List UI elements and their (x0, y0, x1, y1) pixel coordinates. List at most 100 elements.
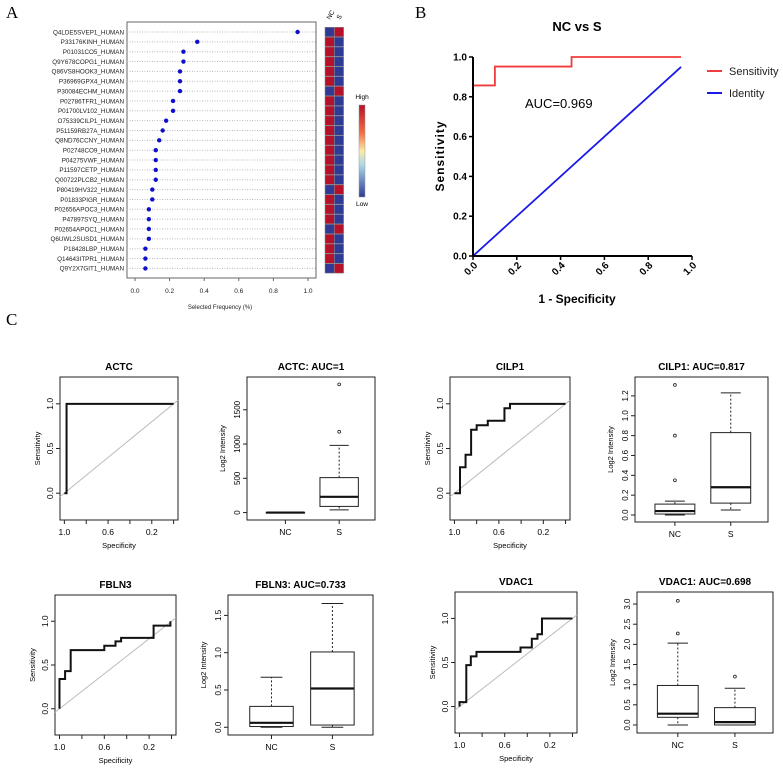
chart-title: CILP1: AUC=0.817 (658, 362, 745, 373)
x-tick-label: 1.0 (454, 740, 466, 750)
y-tick-label: 0.8 (621, 429, 630, 441)
y-axis-label: Sensitivity (428, 645, 437, 679)
chart-title: ACTC: AUC=1 (278, 362, 345, 373)
heatmap-cell-s (334, 76, 344, 87)
frequency-point (153, 157, 158, 163)
x-tick-label: 1.0 (54, 742, 66, 752)
x-tick-label: S (336, 527, 342, 537)
plot-frame (634, 376, 769, 523)
heatmap-cell-nc (324, 86, 335, 97)
y-tick-label: 0.4 (621, 469, 630, 481)
x-tick-label: 0.6 (594, 260, 612, 278)
auc-annotation: AUC=0.969 (525, 96, 593, 111)
frequency-point (177, 79, 183, 84)
roc-plot-cilp1: 1.0 0.6 0.2 0.0 0.5 1.0 CILP1 Specificity Sensit… (423, 362, 571, 550)
heatmap-cell-nc (324, 56, 335, 67)
heatmap-cell-s (334, 253, 344, 264)
y-tick-label: 0.6 (621, 449, 630, 461)
protein-label: Q9Y2X7GIT1_HUMAN (60, 266, 125, 273)
chart-title: VDAC1: AUC=0.698 (659, 577, 752, 588)
heatmap-cell-s (334, 184, 344, 195)
y-axis-label: Log2 Intensity (606, 426, 615, 473)
y-tick-label: 3.0 (623, 598, 632, 610)
x-tick-label: 0.4 (550, 260, 568, 278)
frequency-point (160, 128, 165, 133)
y-tick-label: 0.8 (453, 92, 467, 103)
protein-label: P47897SYQ_HUMAN (62, 216, 124, 223)
x-axis-label: Specificity (493, 541, 527, 550)
plot-frame (227, 594, 374, 736)
y-axis-label: Sensitivity (28, 648, 37, 682)
outlier-point (337, 429, 341, 434)
outlier-point (673, 478, 677, 483)
chart-title: VDAC1 (499, 577, 533, 588)
y-tick-label: 0.0 (40, 703, 50, 715)
y-axis-label: Sensitivity (433, 120, 447, 191)
heatmap-cell-s (334, 194, 344, 205)
x-tick-label: 0.2 (537, 527, 549, 537)
x-axis-label: Selected Frequency (%) (188, 305, 252, 311)
protein-label: P33176KINH_HUMAN (61, 39, 125, 46)
y-tick-label: 0.4 (453, 172, 467, 183)
box-group-nc (656, 599, 699, 726)
protein-label: P36969GPX4_HUMAN (59, 79, 125, 86)
heatmap-cell-s (334, 243, 344, 254)
y-tick-label: 1.0 (453, 53, 467, 64)
panel-c-roc-box-grid: 1.0 0.6 0.2 0.0 0.5 1.0 ACTC Specificity Sensiti… (28, 362, 774, 765)
x-tick-label: NC (265, 742, 277, 752)
heatmap-cell-s (334, 224, 344, 234)
frequency-point (157, 138, 162, 143)
heatmap-cell-nc (324, 36, 335, 47)
outlier-point (733, 674, 737, 679)
y-tick-label: 0.0 (623, 719, 632, 731)
frequency-point (143, 246, 148, 251)
x-axis-label: 1 - Specificity (538, 292, 616, 306)
roc-curve (58, 621, 172, 709)
y-tick-label: 0.0 (45, 487, 55, 499)
y-tick-label: 0.5 (40, 659, 50, 671)
frequency-point (153, 148, 158, 153)
frequency-point (170, 98, 176, 104)
y-tick-label: 0.5 (440, 656, 450, 668)
heatmap-cell-s (334, 105, 344, 116)
y-tick-label: 0.2 (621, 489, 630, 501)
panel-label-c: C (6, 310, 17, 329)
heatmap-cell-nc (324, 96, 335, 106)
boxplot-vdac1: NC S 0.0 0.5 1.0 1.5 2.0 2.5 3.0 VDAC1: AUC=0.698… (608, 577, 774, 750)
protein-label: Q00722PLCB2_HUMAN (55, 177, 124, 184)
box-group-s (319, 382, 359, 511)
roc-series-identity (472, 66, 682, 257)
y-tick-label: 0.5 (623, 699, 632, 711)
outlier-point (337, 382, 341, 387)
heatmap-cell-nc (324, 194, 335, 205)
protein-label: P02654APOC1_HUMAN (54, 226, 124, 233)
roc-plot-actc: 1.0 0.6 0.2 0.0 0.5 1.0 ACTC Specificity Sensiti… (33, 362, 179, 550)
roc-series-sensitivity (472, 56, 682, 256)
roc-plot-vdac1: 1.0 0.6 0.2 0.0 0.5 1.0 VDAC1 Specificity Sensit… (428, 577, 578, 763)
frequency-point (170, 108, 176, 114)
boxplot-cilp1: NC S 0.0 0.2 0.4 0.6 0.8 1.0 1.2 CILP1: AUC=0.817… (606, 362, 769, 539)
protein-label: P02656APOC3_HUMAN (54, 207, 124, 214)
heatmap-cell-s (334, 155, 344, 166)
legend-high-label: High (355, 94, 369, 101)
protein-label: P18428LBP_HUMAN (64, 246, 125, 253)
y-tick-label: 1.0 (435, 398, 445, 410)
y-tick-label: 0.5 (214, 684, 223, 696)
y-tick-label: 1.0 (440, 612, 450, 624)
y-tick-label: 0.0 (440, 700, 450, 712)
protein-label: P01700LV102_HUMAN (58, 108, 124, 115)
iqr-box (656, 684, 699, 718)
y-tick-label: 0.5 (435, 442, 445, 454)
heatmap-cell-nc (324, 155, 335, 166)
legend-label: Sensitivity (729, 66, 779, 78)
heatmap-cell-s (334, 125, 344, 136)
heatmap-cell-nc (324, 184, 335, 195)
x-tick-label: 0.6 (102, 527, 114, 537)
x-tick-label: 1.0 (682, 260, 700, 278)
y-tick-label: 0.0 (214, 721, 223, 733)
roc-curve (458, 617, 573, 707)
y-tick-label: 1.0 (214, 647, 223, 659)
frequency-point (177, 88, 183, 94)
box-group-s (710, 392, 752, 511)
y-tick-label: 1.5 (214, 609, 223, 621)
